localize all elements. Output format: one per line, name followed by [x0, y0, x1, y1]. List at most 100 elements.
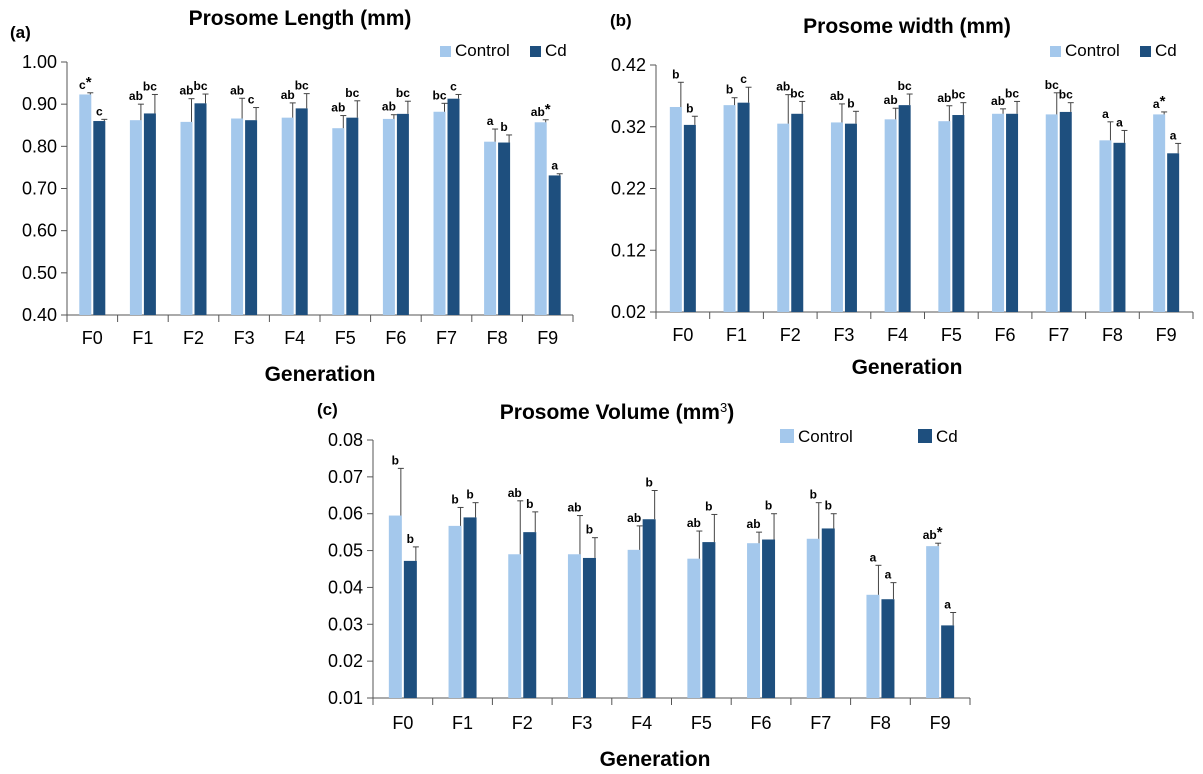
chart2-sig-label: a	[1102, 107, 1109, 121]
chart1-sig-label: ab	[382, 100, 396, 114]
chart3-bar-control	[866, 594, 880, 698]
chart2-bar-control	[884, 119, 897, 312]
chart1-y-tick-label: 0.80	[22, 136, 57, 156]
chart3-y-tick-label: 0.07	[328, 467, 363, 487]
chart2-bar-cd	[844, 123, 857, 312]
chart3-y-tick-label: 0.04	[328, 577, 363, 597]
chart3-sig-label: b	[810, 488, 817, 502]
chart2-sig-label: bc	[790, 86, 804, 100]
chart1-bar-cd	[548, 175, 561, 315]
chart3-bar-control	[687, 558, 701, 698]
chart3-x-tick-label: F1	[452, 713, 473, 733]
chart2-sig-label: a	[1116, 115, 1123, 129]
chart2-bar-control	[1099, 140, 1112, 312]
chart3-sig-label: b	[765, 499, 772, 513]
chart2-bar-cd	[898, 105, 911, 312]
chart1-bar-control	[484, 141, 497, 315]
chart3-legend-swatch-control	[780, 429, 794, 443]
chart1-sig-label: a	[551, 159, 558, 173]
chart2-sig-label: ab	[776, 80, 790, 94]
chart3-x-tick-label: F2	[512, 713, 533, 733]
chart2-x-axis-label: Generation	[852, 356, 963, 379]
chart1-sig-label: ab	[179, 84, 193, 98]
chart3-bar-cd	[463, 517, 477, 698]
chart2-bar-control	[1045, 114, 1058, 313]
chart1-sig-label: c	[450, 79, 457, 93]
chart3-y-tick-label: 0.03	[328, 614, 363, 634]
chart1-sig-label: bc	[193, 79, 207, 93]
chart1-bar-cd	[194, 103, 207, 315]
chart1-y-tick-label: 0.90	[22, 94, 57, 114]
chart3-sig-label: b	[451, 492, 458, 506]
chart3-sig-label: ab	[567, 501, 581, 515]
chart2-sig-label: bc	[1045, 78, 1059, 92]
chart1-x-tick-label: F1	[132, 328, 153, 348]
chart2-y-tick-label: 0.32	[611, 117, 646, 137]
chart2-bar-cd	[1167, 153, 1180, 312]
chart2-y-tick-label: 0.12	[611, 240, 646, 260]
chart3-sig-label: a	[870, 550, 877, 564]
chart3-sig-label: b	[586, 523, 593, 537]
chart1-bar-cd	[93, 121, 106, 316]
chart1-x-tick-label: F0	[82, 328, 103, 348]
chart2-legend-swatch-cd	[1140, 46, 1151, 57]
chart2-x-tick-label: F0	[672, 325, 693, 345]
chart3-x-tick-label: F3	[571, 713, 592, 733]
chart2-sig-label: ab	[884, 93, 898, 107]
chart2-sig-label: bc	[1059, 88, 1073, 102]
chart1-bar-cd	[143, 113, 156, 316]
chart3-sig-label: ab	[508, 486, 522, 500]
chart3-sig-label: b	[705, 499, 712, 513]
chart3-bar-cd	[403, 560, 417, 698]
chart1-legend-label: Cd	[545, 41, 567, 60]
chart2-legend-label: Cd	[1155, 41, 1177, 60]
chart3-bar-cd	[762, 539, 776, 698]
chart1-sig-label: ab	[230, 83, 244, 97]
chart3-y-tick-label: 0.06	[328, 504, 363, 524]
chart3-bar-cd	[582, 557, 596, 698]
chart2-y-tick-label: 0.42	[611, 55, 646, 75]
chart1-bar-cd	[447, 98, 460, 315]
chart2-legend-swatch-control	[1050, 46, 1061, 57]
chart3-bar-cd	[523, 532, 537, 698]
chart3-y-tick-label: 0.01	[328, 688, 363, 708]
chart2-x-tick-label: F2	[780, 325, 801, 345]
chart1-x-tick-label: F4	[284, 328, 305, 348]
chart2-sig-label: bc	[1005, 86, 1019, 100]
chart2-bar-cd	[1059, 111, 1072, 313]
chart2-title: Prosome width (mm)	[803, 15, 1011, 38]
chart3-y-tick-label: 0.08	[328, 430, 363, 450]
chart1-y-tick-label: 1.00	[22, 52, 57, 72]
chart1-sig-label: bc	[345, 86, 359, 100]
chart1-bar-control	[332, 128, 345, 315]
chart3-bar-control	[627, 549, 641, 698]
chart1-sig-label: a	[487, 114, 494, 128]
chart3-x-tick-label: F5	[691, 713, 712, 733]
chart1-x-tick-label: F5	[335, 328, 356, 348]
chart2-legend-label: Control	[1065, 41, 1120, 60]
chart1-sig-label: ab	[281, 88, 295, 102]
chart2-x-tick-label: F8	[1102, 325, 1123, 345]
chart1-x-tick-label: F2	[183, 328, 204, 348]
chart1-legend-swatch-control	[440, 46, 451, 57]
chart2-x-tick-label: F5	[941, 325, 962, 345]
chart3-sig-label: b	[407, 532, 414, 546]
chart2-x-tick-label: F1	[726, 325, 747, 345]
chart2-bar-control	[777, 123, 790, 312]
chart3-x-tick-label: F4	[631, 713, 652, 733]
chart1-y-tick-label: 0.60	[22, 221, 57, 241]
chart3-x-tick-label: F7	[810, 713, 831, 733]
chart1-y-tick-label: 0.70	[22, 179, 57, 199]
chart1-x-tick-label: F9	[537, 328, 558, 348]
chart3-bar-control	[806, 538, 820, 698]
chart3-sig-label: a	[944, 597, 951, 611]
chart3-sig-label: ab	[747, 517, 761, 531]
chart1-x-tick-label: F3	[234, 328, 255, 348]
chart3-sig-label: b	[466, 488, 473, 502]
chart2-sig-label: bc	[898, 79, 912, 93]
chart3-sig-label: b	[645, 475, 652, 489]
chart1-sig-label: c	[248, 93, 255, 107]
chart2-sig-label: a	[1170, 128, 1177, 142]
chart3-legend-label: Cd	[936, 427, 958, 446]
chart3-bar-control	[926, 546, 940, 698]
